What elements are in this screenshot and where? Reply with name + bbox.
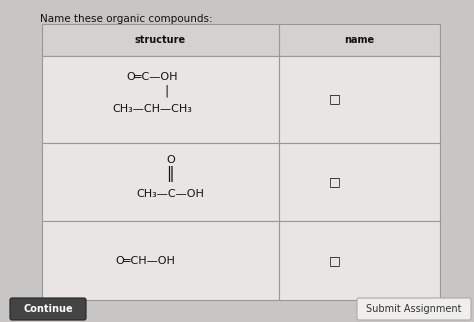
Text: CH₃—C—OH: CH₃—C—OH: [137, 189, 204, 199]
Text: ‖: ‖: [166, 166, 174, 182]
Text: |: |: [164, 85, 169, 98]
Text: name: name: [344, 35, 374, 45]
Text: O═CH—OH: O═CH—OH: [116, 256, 175, 266]
Text: □: □: [329, 175, 341, 188]
Text: structure: structure: [135, 35, 186, 45]
Text: CH₃—CH—CH₃: CH₃—CH—CH₃: [112, 104, 192, 114]
Bar: [279, 24, 440, 56]
Text: Name these organic compounds:: Name these organic compounds:: [40, 14, 213, 24]
Bar: [279, 143, 440, 221]
FancyBboxPatch shape: [357, 298, 471, 320]
Text: Continue: Continue: [23, 304, 73, 314]
Bar: [42, 24, 279, 56]
Text: Submit Assignment: Submit Assignment: [366, 304, 462, 314]
Bar: [42, 221, 279, 300]
Bar: [42, 143, 279, 221]
Bar: [279, 221, 440, 300]
Text: □: □: [329, 254, 341, 267]
FancyBboxPatch shape: [10, 298, 86, 320]
Text: O: O: [166, 155, 175, 165]
Bar: [42, 56, 279, 143]
Bar: [279, 56, 440, 143]
Text: □: □: [329, 93, 341, 106]
Text: O═C—OH: O═C—OH: [127, 72, 178, 82]
